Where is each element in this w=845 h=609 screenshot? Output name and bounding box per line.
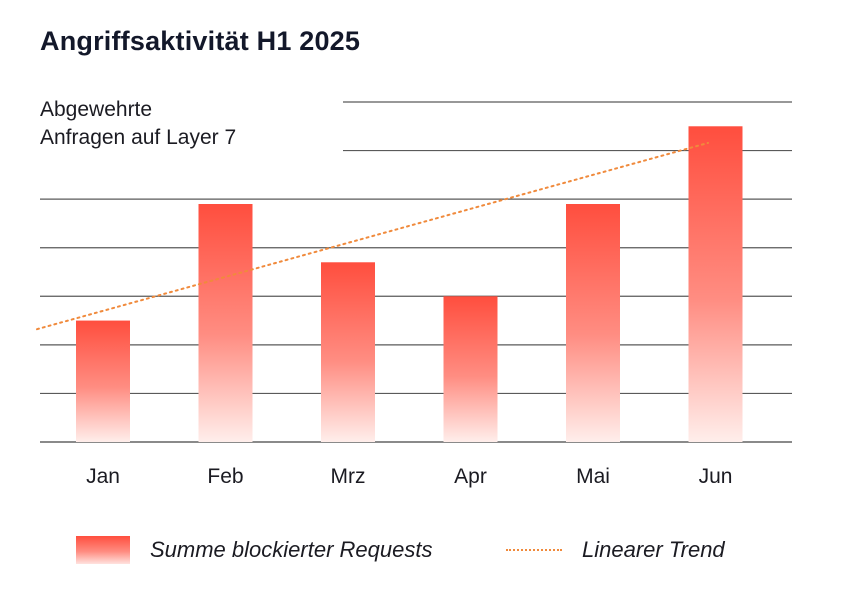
grid-lines bbox=[40, 101, 792, 443]
x-tick-label: Feb bbox=[207, 465, 243, 488]
bar-mai bbox=[566, 204, 620, 442]
legend-label-trend: Linearer Trend bbox=[582, 537, 725, 562]
x-tick-label: Jan bbox=[86, 465, 120, 488]
x-tick-label: Mai bbox=[576, 465, 610, 488]
x-tick-label: Mrz bbox=[331, 465, 366, 488]
bar-series bbox=[76, 126, 743, 443]
chart-title: Angriffsaktivität H1 2025 bbox=[40, 26, 361, 56]
bar-jan bbox=[76, 320, 130, 442]
bar-jun bbox=[688, 126, 743, 443]
y-axis-caption-line-2: Anfragen auf Layer 7 bbox=[40, 126, 237, 149]
x-axis-ticks: Jan Feb Mrz Apr Mai Jun bbox=[86, 465, 732, 488]
bar-apr bbox=[443, 296, 498, 442]
chart-plot: Jan Feb Mrz Apr Mai Jun bbox=[36, 101, 792, 488]
bar-mrz bbox=[321, 262, 375, 442]
legend-swatch-bars bbox=[76, 536, 130, 564]
bar-feb bbox=[198, 204, 253, 442]
y-axis-caption: Abgewehrte Anfragen auf Layer 7 bbox=[40, 96, 236, 152]
x-tick-label: Jun bbox=[699, 465, 733, 488]
trend-series bbox=[36, 141, 709, 331]
legend-swatch-trend bbox=[506, 549, 562, 551]
legend: Summe blockierter Requests Linearer Tren… bbox=[0, 533, 845, 569]
x-tick-label: Apr bbox=[454, 465, 487, 488]
legend-label-bars: Summe blockierter Requests bbox=[150, 537, 433, 562]
y-axis-caption-line-1: Abgewehrte bbox=[40, 98, 153, 121]
trend-line bbox=[36, 141, 709, 331]
